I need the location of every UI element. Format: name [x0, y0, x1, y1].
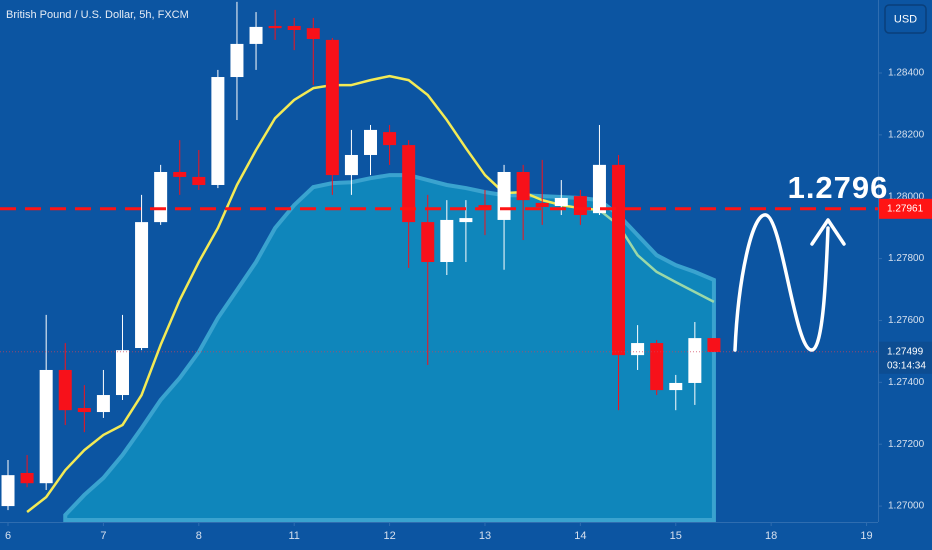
x-tick-label: 19 — [860, 530, 872, 542]
candle-body — [383, 132, 397, 146]
wave-arrow-head — [810, 218, 846, 246]
countdown-label: 03:14:34 — [887, 360, 926, 371]
y-tick-label: 1.27400 — [888, 377, 925, 388]
candle-body — [631, 343, 645, 356]
candle-body — [421, 222, 435, 263]
chart-title: British Pound / U.S. Dollar, 5h, FXCM — [6, 9, 189, 21]
candle-body — [268, 25, 282, 29]
candle-body — [497, 171, 511, 220]
candle-body — [20, 472, 34, 484]
y-tick-label: 1.27600 — [888, 315, 925, 326]
x-tick-label: 13 — [479, 530, 491, 542]
candle-body — [612, 164, 626, 356]
y-tick-label: 1.27000 — [888, 501, 925, 512]
wave-drawing — [733, 213, 830, 352]
candle-body — [707, 338, 721, 353]
currency-button[interactable] — [884, 4, 927, 34]
candle-body — [230, 43, 244, 78]
candle-body — [154, 171, 168, 223]
plot-area — [1, 1, 721, 522]
y-tick-label: 1.28000 — [888, 191, 925, 202]
y-tick-label: 1.27800 — [888, 253, 925, 264]
x-tick-label: 15 — [670, 530, 682, 542]
candle-body — [211, 77, 225, 185]
candle-body — [249, 26, 263, 44]
candle-body — [173, 171, 187, 177]
candle-body — [516, 171, 530, 201]
candle-body — [344, 154, 358, 176]
candle-body — [115, 350, 129, 396]
candle-body — [192, 176, 206, 185]
x-tick-label: 14 — [574, 530, 586, 542]
area — [63, 173, 716, 522]
price-label-box — [879, 198, 932, 219]
candle-body — [77, 408, 91, 413]
candle-body — [592, 164, 606, 214]
candle-body — [135, 222, 149, 349]
candle-body — [287, 25, 301, 31]
candle-body — [459, 218, 473, 223]
x-tick-label: 6 — [5, 530, 11, 542]
candle-body — [440, 219, 454, 263]
candle-body — [650, 343, 664, 391]
x-tick-label: 11 — [288, 530, 299, 542]
candle-body — [58, 369, 72, 411]
candle-body — [688, 338, 702, 383]
currency-label[interactable]: USD — [894, 13, 917, 25]
price-label: 1.27961 — [887, 203, 924, 214]
x-tick-label: 12 — [383, 530, 395, 542]
price-label: 1.27499 — [887, 346, 924, 357]
x-tick-label: 7 — [100, 530, 106, 542]
candle-body — [554, 197, 568, 207]
candle-body — [96, 395, 110, 413]
y-tick-label: 1.28200 — [888, 130, 925, 141]
candle-body — [573, 196, 587, 215]
price-label-box — [879, 341, 932, 374]
candle-body — [669, 382, 683, 391]
candle-body — [306, 28, 320, 39]
candle-body — [1, 475, 15, 507]
annotation: 1.2796 — [788, 170, 889, 205]
candle-body — [535, 202, 549, 207]
x-tick-label: 8 — [196, 530, 202, 542]
candle-body — [39, 369, 53, 484]
candle-body — [402, 145, 416, 223]
candle-body — [364, 129, 378, 155]
candle-body — [325, 39, 339, 176]
y-tick-label: 1.28400 — [888, 68, 925, 79]
y-tick-label: 1.27200 — [888, 439, 925, 450]
x-tick-label: 18 — [765, 530, 777, 542]
